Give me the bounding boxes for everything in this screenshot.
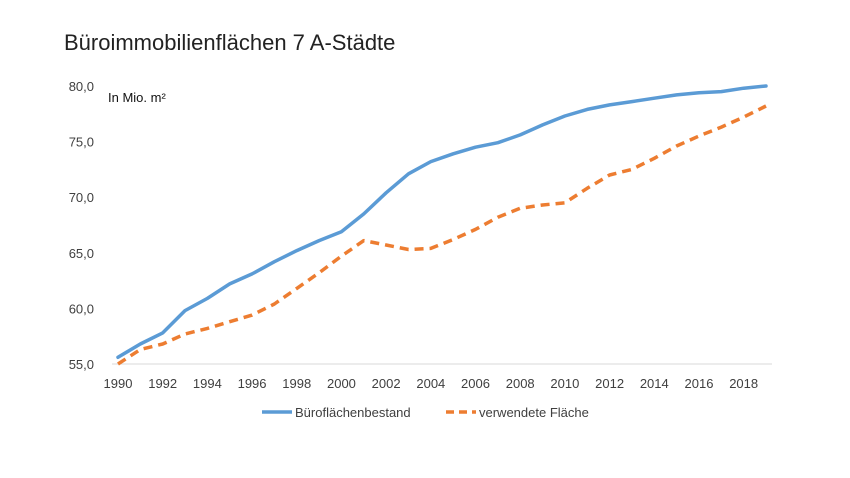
y-axis: 55,0 60,0 65,0 70,0 75,0 80,0: [69, 79, 94, 372]
x-tick-label: 2006: [461, 376, 490, 391]
data-point: [273, 302, 276, 305]
data-point: [563, 201, 566, 204]
x-tick-label: 2018: [729, 376, 758, 391]
data-point: [251, 272, 254, 275]
data-point: [407, 172, 410, 175]
data-point: [161, 342, 164, 345]
data-point: [251, 314, 254, 317]
data-point: [765, 85, 768, 88]
unit-label: In Mio. m²: [108, 90, 166, 105]
x-tick-label: 2000: [327, 376, 356, 391]
data-point: [295, 249, 298, 252]
legend-label: Büroflächenbestand: [295, 405, 411, 420]
series-layer: [116, 84, 768, 366]
y-tick-label: 60,0: [69, 301, 94, 316]
series-line: [117, 104, 767, 366]
data-point: [117, 363, 120, 366]
data-point: [720, 90, 723, 93]
data-point: [742, 116, 745, 119]
data-point: [653, 157, 656, 160]
data-point: [318, 271, 321, 274]
data-point: [608, 173, 611, 176]
data-point: [586, 187, 589, 190]
chart-title: Büroimmobilienflächen 7 A-Städte: [64, 30, 396, 55]
data-point: [161, 331, 164, 334]
data-point: [318, 239, 321, 242]
legend: Büroflächenbestand verwendete Fläche: [262, 405, 589, 420]
legend-label: verwendete Fläche: [479, 405, 589, 420]
data-point: [697, 91, 700, 94]
data-point: [117, 356, 120, 359]
data-point: [541, 123, 544, 126]
data-point: [407, 248, 410, 251]
y-tick-label: 80,0: [69, 79, 94, 94]
data-point: [474, 146, 477, 149]
data-point: [429, 160, 432, 163]
x-tick-label: 2016: [685, 376, 714, 391]
data-point: [541, 203, 544, 206]
x-tick-label: 2012: [595, 376, 624, 391]
x-tick-label: 2010: [550, 376, 579, 391]
data-point: [385, 191, 388, 194]
y-tick-label: 55,0: [69, 357, 94, 372]
data-point: [519, 207, 522, 210]
x-tick-label: 2002: [372, 376, 401, 391]
x-tick-label: 1996: [238, 376, 267, 391]
data-point: [586, 108, 589, 111]
data-point: [184, 309, 187, 312]
data-point: [228, 320, 231, 323]
data-point: [340, 255, 343, 258]
data-point: [496, 141, 499, 144]
data-point: [608, 103, 611, 106]
x-tick-label: 2014: [640, 376, 669, 391]
y-tick-label: 65,0: [69, 246, 94, 261]
x-axis: 1990 1992 1994 1996 1998 2000 2002 2004 2006 2008…: [104, 376, 759, 391]
data-point: [653, 97, 656, 100]
data-point: [765, 105, 768, 108]
data-point: [630, 168, 633, 171]
x-tick-label: 1994: [193, 376, 222, 391]
data-point: [474, 228, 477, 231]
data-point: [362, 212, 365, 215]
data-point: [630, 100, 633, 103]
data-point: [273, 260, 276, 263]
data-point: [206, 327, 209, 330]
y-tick-label: 70,0: [69, 190, 94, 205]
series-line: [116, 84, 768, 360]
x-tick-label: 2004: [416, 376, 445, 391]
x-tick-label: 1992: [148, 376, 177, 391]
data-point: [362, 239, 365, 242]
y-tick-label: 75,0: [69, 135, 94, 150]
data-point: [340, 230, 343, 233]
data-point: [452, 152, 455, 155]
x-tick-label: 1990: [104, 376, 133, 391]
data-point: [184, 332, 187, 335]
series-1: [116, 84, 768, 360]
data-point: [452, 238, 455, 241]
data-point: [139, 348, 142, 351]
data-point: [675, 93, 678, 96]
data-point: [519, 133, 522, 136]
data-point: [385, 244, 388, 247]
data-point: [139, 342, 142, 345]
data-point: [697, 135, 700, 138]
data-point: [720, 126, 723, 129]
data-point: [206, 297, 209, 300]
data-point: [496, 216, 499, 219]
data-point: [228, 282, 231, 285]
data-point: [563, 115, 566, 118]
data-point: [295, 287, 298, 290]
x-tick-label: 1998: [282, 376, 311, 391]
data-point: [429, 247, 432, 250]
data-point: [742, 87, 745, 90]
data-point: [675, 145, 678, 148]
series-2: [117, 104, 768, 366]
x-tick-label: 2008: [506, 376, 535, 391]
